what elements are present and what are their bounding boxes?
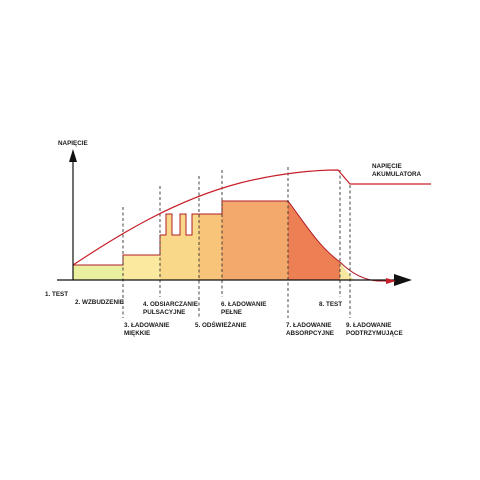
stage-2-label: 2. WZBUDZENIE (75, 299, 124, 306)
battery-voltage-curve (72, 169, 431, 266)
stage-7-label-line2: ABSORPCYJNE (286, 330, 334, 337)
stage-8-fill (340, 262, 354, 280)
stage-5-label: 5. ODŚWIEŻANIE (195, 320, 246, 329)
stage-4-label-line1: 4. ODSIARCZANIE (143, 301, 198, 308)
stage-7-fill (288, 201, 340, 280)
stage-3-label-line2: MIĘKKIE (124, 330, 150, 337)
stage-8-label: 8. TEST (319, 301, 342, 308)
y-axis-title: NAPIĘCIE (58, 140, 88, 147)
stage-4-fill (160, 214, 199, 280)
current-curve-arrow (386, 278, 396, 284)
stage-1-label: 1. TEST (45, 291, 68, 298)
stage-7-label-line1: 7. ŁADOWANIE (286, 322, 331, 329)
x-axis-arrow (394, 274, 412, 286)
stage-6-label-line2: PEŁNE (221, 309, 242, 316)
stage-6-label-line1: 6. ŁADOWANIE (221, 301, 266, 308)
stage-3-label-line1: 3. ŁADOWANIE (124, 322, 169, 329)
axes (57, 149, 412, 286)
stage-6-fill (222, 201, 288, 280)
stage-5-fill (199, 214, 222, 280)
curve-label-line2: AKUMULATORA (372, 171, 422, 178)
curve-label-line1: NAPIĘCIE (372, 163, 402, 170)
stage-4-label-line2: PULSACYJNE (143, 309, 185, 316)
stage-9-label-line2: PODTRZYMUJĄCE (346, 330, 403, 337)
current-profile-outline (72, 200, 390, 282)
stage-separators (122, 167, 351, 318)
stage-labels: 1. TEST 2. WZBUDZENIE 3. ŁADOWANIE MIĘKK… (45, 291, 403, 337)
current-profile-fills (73, 201, 354, 280)
y-axis-arrow (69, 149, 77, 162)
stage-2-fill (73, 265, 123, 280)
stage-3-fill (123, 255, 160, 280)
stage-9-label-line1: 9. ŁADOWANIE (346, 322, 391, 329)
